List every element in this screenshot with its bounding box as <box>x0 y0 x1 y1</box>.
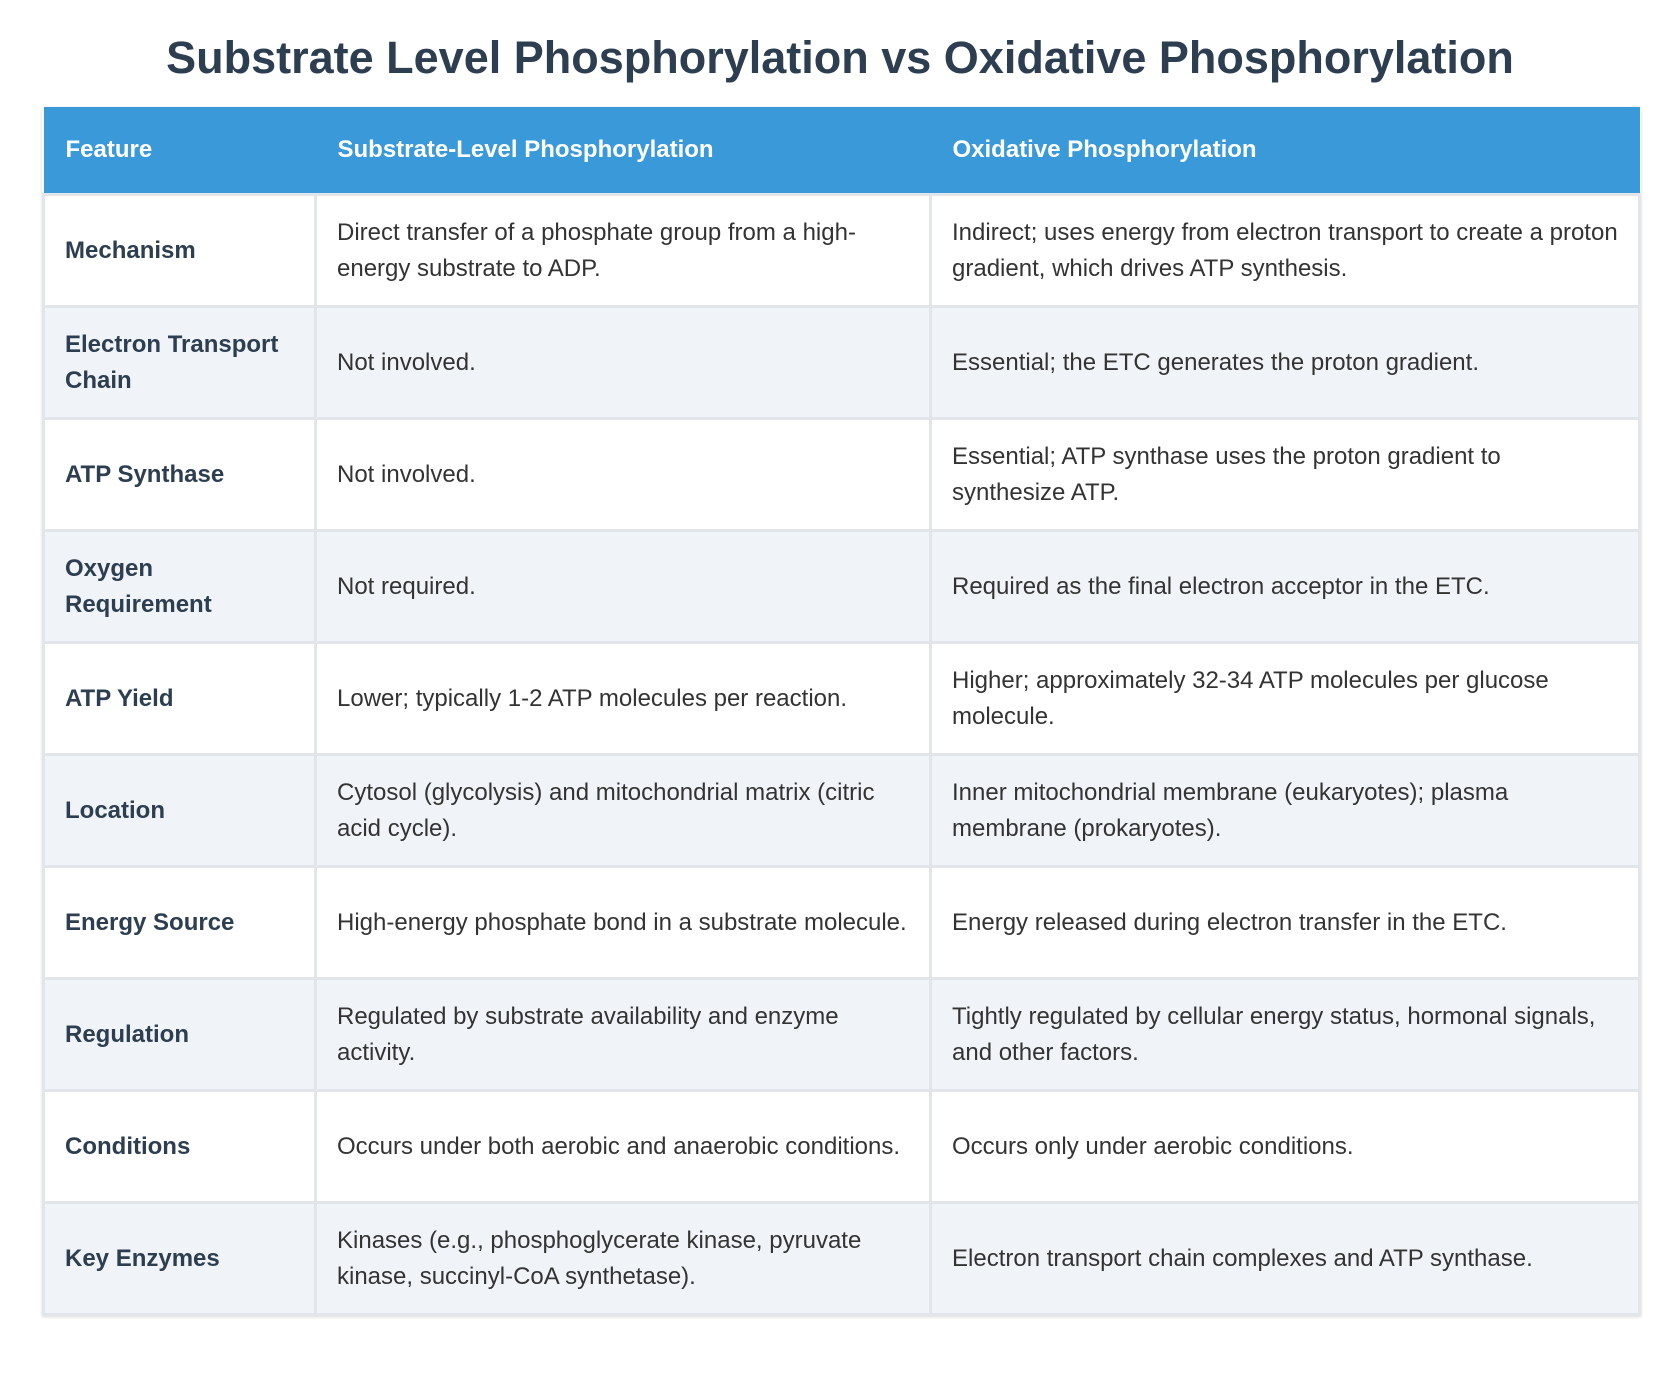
table-cell: Electron transport chain complexes and A… <box>929 1201 1641 1316</box>
table-cell: Essential; the ETC generates the proton … <box>929 305 1641 420</box>
table-cell: Occurs only under aerobic conditions. <box>929 1089 1641 1204</box>
table-cell: Not involved. <box>314 417 932 532</box>
feature-cell: Energy Source <box>42 865 317 980</box>
table-cell: Tightly regulated by cellular energy sta… <box>929 977 1641 1092</box>
table-row: Key Enzymes Kinases (e.g., phosphoglycera… <box>42 1201 1641 1316</box>
table-body: Mechanism Direct transfer of a phosphate … <box>42 193 1641 1316</box>
table-cell: Essential; ATP synthase uses the proton … <box>929 417 1641 532</box>
feature-cell: ATP Synthase <box>42 417 317 532</box>
table-cell: Lower; typically 1-2 ATP molecules per r… <box>314 641 932 756</box>
table-cell: Occurs under both aerobic and anaerobic … <box>314 1089 932 1204</box>
header-cell: Substrate-Level Phosphorylation <box>315 107 931 195</box>
feature-cell: Key Enzymes <box>42 1201 317 1316</box>
table-row: Electron Transport Chain Not involved. Ess… <box>42 305 1641 420</box>
table-row: Conditions Occurs under both aerobic and … <box>42 1089 1641 1204</box>
table-cell: Regulated by substrate availability and … <box>314 977 932 1092</box>
feature-cell: Electron Transport Chain <box>42 305 317 420</box>
feature-cell: Regulation <box>42 977 317 1092</box>
feature-cell: ATP Yield <box>42 641 317 756</box>
header-cell: Feature <box>43 107 316 195</box>
feature-cell: Oxygen Requirement <box>42 529 317 644</box>
table-row: Mechanism Direct transfer of a phosphate … <box>42 193 1641 308</box>
header-cell: Oxidative Phosphorylation <box>930 107 1640 195</box>
header-row: Feature Substrate-Level Phosphorylation Ox… <box>43 107 1640 195</box>
table-cell: Direct transfer of a phosphate group fro… <box>314 193 932 308</box>
table-cell: Energy released during electron transfer… <box>929 865 1641 980</box>
feature-cell: Location <box>42 753 317 868</box>
table-cell: High-energy phosphate bond in a substrat… <box>314 865 932 980</box>
table-cell: Indirect; uses energy from electron tran… <box>929 193 1641 308</box>
page-title: Substrate Level Phosphorylation vs Oxida… <box>166 32 1514 83</box>
feature-cell: Mechanism <box>42 193 317 308</box>
feature-cell: Conditions <box>42 1089 317 1204</box>
table-row: Oxygen Requirement Not required. Required … <box>42 529 1641 644</box>
table-cell: Not involved. <box>314 305 932 420</box>
table-row: Location Cytosol (glycolysis) and mitocho… <box>42 753 1641 868</box>
comparison-table: Feature Substrate-Level Phosphorylation Ox… <box>42 107 1641 1316</box>
table-header: Feature Substrate-Level Phosphorylation Ox… <box>43 107 1640 195</box>
table-cell: Kinases (e.g., phosphoglycerate kinase, … <box>314 1201 932 1316</box>
table-row: Energy Source High-energy phosphate bond … <box>42 865 1641 980</box>
table-row: ATP Yield Lower; typically 1-2 ATP molecu… <box>42 641 1641 756</box>
table-cell: Inner mitochondrial membrane (eukaryotes… <box>929 753 1641 868</box>
table-cell: Not required. <box>314 529 932 644</box>
table-cell: Required as the final electron acceptor … <box>929 529 1641 644</box>
table-row: ATP Synthase Not involved. Essential; ATP … <box>42 417 1641 532</box>
table-cell: Higher; approximately 32-34 ATP molecule… <box>929 641 1641 756</box>
table-row: Regulation Regulated by substrate availab… <box>42 977 1641 1092</box>
table-cell: Cytosol (glycolysis) and mitochondrial m… <box>314 753 932 868</box>
